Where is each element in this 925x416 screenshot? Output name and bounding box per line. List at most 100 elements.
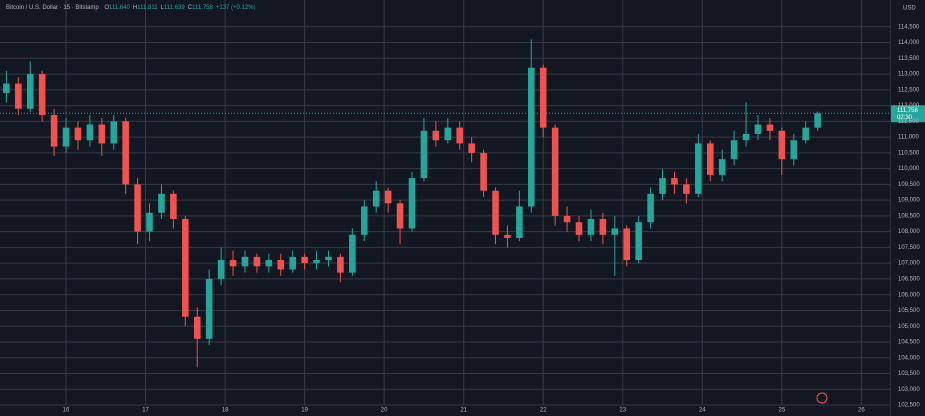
candle-body <box>575 222 583 235</box>
y-tick-label: 111,500 <box>898 119 919 125</box>
ohlc-label: L <box>161 5 165 11</box>
candle-body <box>15 83 22 109</box>
header: Bitcoin / U.S. Dollar · 15 · Bitstamp O1… <box>6 5 256 11</box>
x-tick-label: 21 <box>460 408 467 414</box>
candle-body <box>289 256 296 270</box>
x-tick-label: 25 <box>778 408 785 414</box>
candle-body <box>74 127 82 141</box>
y-tick-label: 110,500 <box>898 150 920 156</box>
y-tick-label: 113,000 <box>898 72 920 78</box>
ohlc-value: 111,639 <box>164 5 185 11</box>
candle-body <box>229 260 237 267</box>
y-tick-label: 104,500 <box>898 340 920 346</box>
candle-body <box>802 127 809 141</box>
candle-body <box>504 234 511 238</box>
y-tick-label: 108,500 <box>898 213 920 219</box>
y-tick-label: 106,000 <box>898 292 920 298</box>
x-tick-label: 22 <box>540 408 547 414</box>
symbol: Bitcoin / U.S. Dollar · 15 · Bitstamp <box>6 5 99 11</box>
candle-body <box>396 203 404 229</box>
x-tick-label: 16 <box>63 408 70 414</box>
x-tick-label: 23 <box>619 408 626 414</box>
candle-body <box>253 256 261 267</box>
candle-body <box>480 152 487 191</box>
candle-body <box>778 130 786 160</box>
candle-body <box>587 219 595 235</box>
candle-body <box>122 121 129 185</box>
candle-body <box>349 234 356 273</box>
candle-body <box>337 256 344 273</box>
candle-body <box>671 178 678 185</box>
y-tick-label: 109,500 <box>898 182 920 188</box>
x-tick-label: 20 <box>381 408 388 414</box>
y-tick-label: 103,000 <box>898 387 920 393</box>
y-tick-label: 107,500 <box>898 245 920 251</box>
candle-body <box>193 316 201 339</box>
candle-body <box>599 219 607 235</box>
candle-body <box>146 212 153 232</box>
candle-body <box>432 130 440 141</box>
change: +137 (+0.12%) <box>216 5 256 11</box>
y-tick-label: 113,500 <box>898 56 920 62</box>
candle-body <box>539 67 547 128</box>
y-tick-label: 110,000 <box>898 166 920 172</box>
candle-body <box>217 260 225 279</box>
x-tick-label: 24 <box>699 408 706 414</box>
candle-body <box>372 190 380 207</box>
candle-body <box>205 278 213 339</box>
ohlc-label: H <box>133 5 137 11</box>
candle-body <box>26 74 34 109</box>
y-tick-label: 107,000 <box>898 261 920 267</box>
candle-body <box>301 256 308 264</box>
candle-body <box>408 178 416 229</box>
candle-body <box>528 67 535 207</box>
candle-body <box>695 143 702 194</box>
candle-body <box>659 178 666 194</box>
y-tick-label: 112,000 <box>898 103 920 109</box>
candle-body <box>384 190 392 204</box>
candle-body <box>766 124 774 131</box>
candle-body <box>683 184 690 194</box>
candle-body <box>611 228 619 235</box>
candle-body <box>563 215 571 223</box>
candle-body <box>456 127 463 144</box>
y-tick-label: 114,000 <box>898 40 920 46</box>
y-tick-label: 112,500 <box>898 87 920 93</box>
ohlc-value: 111,758 <box>192 5 213 11</box>
candle-body <box>551 127 559 216</box>
x-tick-label: 18 <box>222 408 229 414</box>
x-tick-label: 17 <box>142 408 149 414</box>
candle-body <box>790 140 798 160</box>
candle-body <box>492 190 499 235</box>
candle-body <box>360 206 368 235</box>
y-tick-label: 105,000 <box>898 324 920 330</box>
candle-body <box>86 124 94 141</box>
candle-body <box>623 228 631 261</box>
ohlc-label: C <box>188 5 193 11</box>
currency: USD <box>903 6 916 12</box>
candle-body <box>742 133 750 141</box>
candle-body <box>110 121 118 144</box>
candle-body <box>182 219 189 317</box>
candle-body <box>730 140 738 160</box>
candle-body <box>468 143 475 153</box>
candle-body <box>134 184 141 232</box>
x-tick-label: 19 <box>301 408 308 414</box>
countdown: 02:30 <box>897 115 913 121</box>
ohlc-value: 111,640 <box>109 5 130 11</box>
candle-body <box>325 256 332 261</box>
x-tick-label: 26 <box>858 408 865 414</box>
candle-body <box>706 143 714 175</box>
candle-body <box>62 127 70 147</box>
candle-body <box>265 260 273 267</box>
candles <box>3 39 821 368</box>
candle-body <box>158 193 165 213</box>
candle-body <box>38 74 46 116</box>
candle-body <box>444 127 452 141</box>
replay-icon[interactable] <box>816 392 828 404</box>
y-tick-label: 104,000 <box>898 355 920 361</box>
